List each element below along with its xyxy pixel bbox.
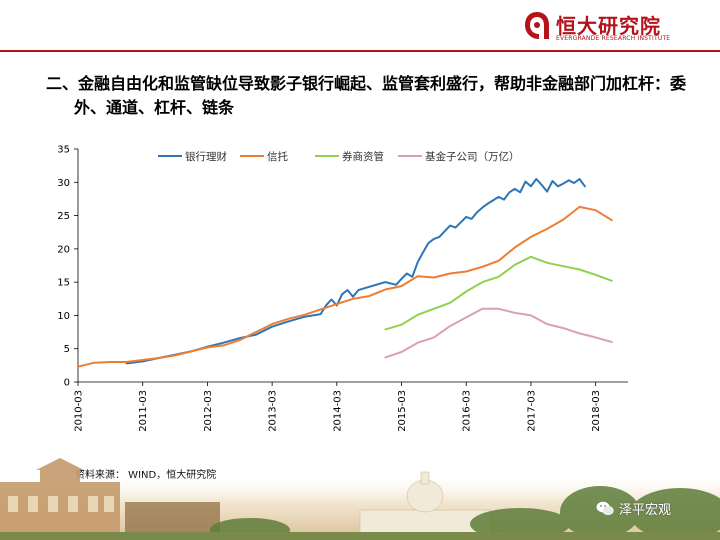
x-tick-label: 2012-03 bbox=[203, 390, 214, 432]
x-tick-label: 2010-03 bbox=[74, 390, 85, 432]
slide-title-line2: 外、通道、杠杆、链条 bbox=[74, 98, 235, 117]
evergrande-logo-icon bbox=[525, 12, 549, 39]
line-chart: 0 5 10 15 20 25 30 35 2010-03 2011-03 2012-03 2013-… bbox=[57, 145, 628, 432]
y-tick-label: 25 bbox=[57, 211, 70, 222]
series-line-4 bbox=[384, 307, 613, 359]
y-tick-label: 35 bbox=[57, 145, 70, 156]
x-tick-label: 2013-03 bbox=[268, 390, 279, 432]
y-tick-label: 15 bbox=[57, 278, 70, 289]
slide-title-line1: 二、金融自由化和监管缺位导致影子银行崛起、监管套利盛行，帮助非金融部门加杠杆：委 bbox=[46, 74, 687, 93]
y-tick-label: 0 bbox=[64, 378, 70, 389]
slide-title: 二、金融自由化和监管缺位导致影子银行崛起、监管套利盛行，帮助非金融部门加杠杆：委… bbox=[46, 72, 696, 120]
x-tick-label: 2016-03 bbox=[462, 390, 473, 432]
header-divider bbox=[0, 50, 720, 52]
series-line-3 bbox=[384, 255, 613, 331]
x-tick-label: 2017-03 bbox=[526, 390, 537, 432]
x-tick-label: 2014-03 bbox=[332, 390, 343, 432]
brand-logo: 恒大研究院 EVERGRANDE RESEARCH INSTITUTE bbox=[522, 10, 712, 46]
series-line-1 bbox=[125, 178, 586, 365]
y-tick-label: 10 bbox=[57, 311, 70, 322]
legend-label-1: 银行理财 bbox=[185, 150, 227, 163]
y-tick-label: 20 bbox=[57, 244, 70, 255]
x-tick-label: 2011-03 bbox=[138, 390, 149, 432]
brand-name-en: EVERGRANDE RESEARCH INSTITUTE bbox=[556, 35, 671, 42]
x-tick-label: 2015-03 bbox=[397, 390, 408, 432]
y-tick-label: 30 bbox=[57, 178, 70, 189]
wechat-icon bbox=[596, 501, 614, 516]
y-tick-label: 5 bbox=[64, 344, 70, 355]
legend-label-4: 基金子公司（万亿） bbox=[425, 150, 520, 163]
brand-name-cn: 恒大研究院 bbox=[556, 14, 661, 38]
legend-label-3: 券商资管 bbox=[342, 150, 384, 163]
footer-banner-image bbox=[0, 458, 720, 540]
x-tick-label: 2018-03 bbox=[591, 390, 602, 432]
header: 恒大研究院 EVERGRANDE RESEARCH INSTITUTE bbox=[0, 0, 720, 56]
watermark: 泽平宏观 bbox=[596, 499, 671, 518]
series-line-2 bbox=[77, 205, 613, 368]
legend-label-2: 信托 bbox=[267, 150, 288, 163]
watermark-text: 泽平宏观 bbox=[619, 503, 672, 518]
